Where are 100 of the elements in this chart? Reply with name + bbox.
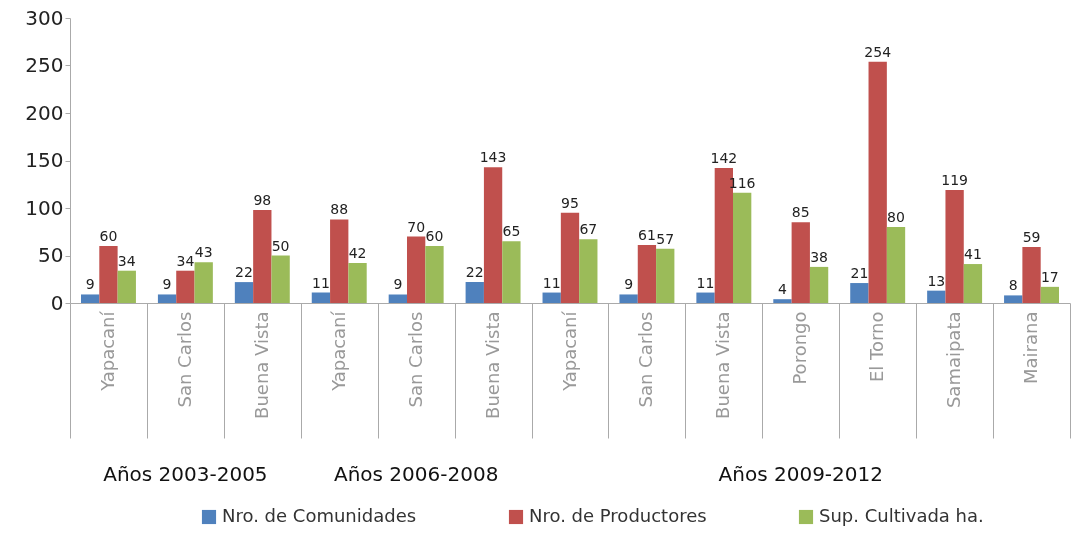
- bar: [1022, 246, 1041, 303]
- bar: [696, 292, 715, 303]
- y-tick-label: 100: [25, 195, 64, 220]
- data-label: 80: [887, 209, 905, 225]
- bar: [945, 189, 964, 303]
- x-tick-label: Buena Vista: [250, 311, 272, 419]
- data-label: 11: [312, 274, 330, 291]
- bar: [271, 255, 290, 303]
- bar: [963, 264, 983, 303]
- bar: [850, 283, 869, 303]
- bar: [579, 239, 598, 303]
- data-label: 43: [194, 244, 213, 261]
- x-tick-label: El Torno: [866, 311, 888, 383]
- x-tick-label: Yapacaní: [327, 310, 349, 392]
- data-label: 85: [791, 204, 810, 221]
- bar: [176, 270, 195, 303]
- bar: [465, 282, 484, 303]
- bar: [157, 294, 177, 303]
- y-tick-label: 200: [25, 100, 64, 125]
- bar: [773, 299, 792, 303]
- data-label: 34: [176, 252, 195, 269]
- data-label: 70: [407, 218, 426, 235]
- bar: [388, 294, 407, 303]
- y-tick-label: 250: [25, 53, 64, 77]
- bar: [927, 290, 946, 303]
- data-label: 67: [579, 221, 598, 238]
- legend-label: Nro. de Comunidades: [222, 505, 417, 526]
- bar: [1040, 286, 1060, 303]
- x-tick-label: Buena Vista: [712, 311, 734, 419]
- data-label: 119: [941, 171, 968, 188]
- bar: [425, 246, 444, 303]
- bar: [330, 219, 349, 303]
- bar: [733, 192, 752, 303]
- data-label: 22: [465, 264, 484, 281]
- bar: [1004, 295, 1023, 303]
- bar: [868, 61, 887, 303]
- data-label: 61: [638, 227, 656, 244]
- data-label: 50: [271, 237, 290, 254]
- data-label: 9: [393, 276, 403, 293]
- bar: [80, 294, 100, 303]
- bar: [234, 282, 254, 303]
- bar: [656, 248, 675, 303]
- text: Años 2009-2012: [718, 462, 883, 486]
- bar: [253, 209, 272, 303]
- y-tick-label: 0: [50, 290, 64, 315]
- bar: [542, 292, 561, 303]
- data-label: 88: [330, 201, 349, 218]
- data-label: 22: [235, 264, 253, 281]
- y-tick-label: 50: [38, 243, 64, 267]
- bar: [194, 262, 213, 303]
- data-label: 42: [348, 245, 367, 262]
- bar: [809, 266, 829, 303]
- data-label: 41: [964, 246, 982, 263]
- data-label: 95: [561, 194, 579, 211]
- y-tick-label: 150: [25, 148, 64, 172]
- x-tick-label: Samaipata: [943, 311, 965, 409]
- data-label: 11: [542, 274, 561, 291]
- bar: [311, 292, 331, 303]
- bar: [791, 222, 810, 303]
- bar: [407, 236, 426, 303]
- bar: [637, 245, 657, 303]
- x-tick-label: Yapacaní: [558, 310, 580, 392]
- bar: [483, 167, 503, 303]
- x-tick-label: San Carlos: [173, 311, 195, 408]
- data-label: 17: [1040, 268, 1059, 285]
- text: Años 2003-2005: [103, 462, 268, 486]
- data-label: 59: [1022, 228, 1041, 245]
- data-label: 60: [99, 228, 118, 244]
- bar: [348, 263, 367, 303]
- x-tick-label: San Carlos: [404, 311, 426, 408]
- data-label: 98: [253, 191, 272, 208]
- x-tick-label: Mairana: [1020, 311, 1042, 384]
- data-label: 142: [710, 150, 738, 167]
- x-tick-label: San Carlos: [635, 311, 657, 408]
- data-label: 9: [85, 276, 95, 293]
- bar: [886, 227, 906, 303]
- data-label: 13: [927, 272, 946, 289]
- text: Años 2006-2008: [333, 462, 499, 486]
- data-label: 65: [502, 223, 521, 240]
- bar: [502, 241, 521, 303]
- x-tick-label: Buena Vista: [481, 311, 503, 419]
- bar: [560, 212, 580, 303]
- data-label: 38: [810, 248, 828, 265]
- data-label: 57: [656, 230, 675, 247]
- bar: [99, 246, 118, 303]
- data-label: 60: [425, 228, 444, 244]
- data-label: 143: [479, 149, 507, 166]
- data-label: 9: [162, 276, 172, 293]
- data-label: 4: [777, 281, 787, 298]
- data-label: 11: [696, 274, 715, 291]
- data-label: 8: [1008, 277, 1018, 294]
- bar: [619, 294, 638, 303]
- legend-label: Nro. de Productores: [529, 505, 707, 526]
- x-tick-label: Yapacaní: [96, 310, 118, 392]
- legend-label: Sup. Cultivada ha.: [819, 505, 984, 526]
- bar: [117, 270, 136, 303]
- data-label: 9: [624, 276, 634, 293]
- x-tick-label: Porongo: [789, 311, 811, 385]
- data-label: 21: [850, 265, 869, 282]
- data-label: 34: [117, 252, 136, 269]
